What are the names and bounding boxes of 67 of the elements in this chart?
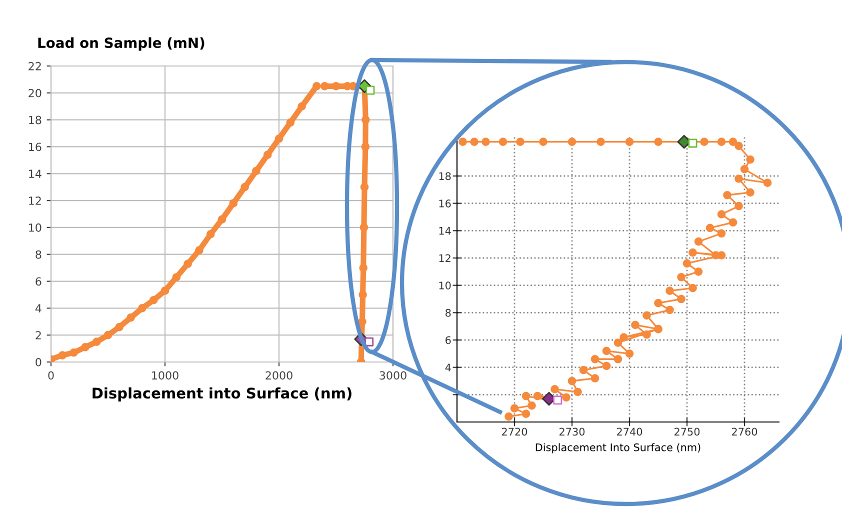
x-tick-label: 2750: [674, 428, 700, 436]
x-axis-title: Displacement Into Surface (nm): [536, 443, 700, 454]
point: [206, 230, 215, 238]
y-tick-label: 2: [36, 331, 41, 340]
point: [240, 182, 249, 192]
point: [298, 102, 306, 111]
y-tick-label: 4: [35, 304, 42, 312]
point: [104, 330, 112, 340]
point: [320, 82, 329, 90]
y-tick-label: 8: [36, 250, 42, 259]
point: [218, 215, 226, 224]
y-axis-title: Load on Sample (mN): [38, 37, 204, 51]
point: [360, 182, 369, 192]
point: [274, 134, 284, 143]
y-tick-label: 4: [445, 364, 451, 372]
x-tick-label: 2760: [732, 428, 758, 436]
point: [149, 296, 158, 304]
point: [359, 264, 368, 272]
y-tick-label: 6: [446, 336, 451, 344]
y-tick-label: 12: [29, 196, 41, 205]
point: [361, 116, 370, 124]
point: [195, 246, 204, 254]
y-tick-label: 18: [29, 116, 42, 124]
y-tick-label: 16: [439, 200, 451, 208]
x-tick-label: 2000: [266, 371, 292, 380]
x-tick-label: 1000: [152, 371, 178, 380]
y-tick-label: 22: [28, 62, 41, 70]
point: [361, 142, 370, 151]
point: [312, 82, 321, 90]
y-tick-label: 16: [29, 142, 42, 152]
point: [553, 396, 562, 405]
point: [115, 322, 124, 332]
y-tick-label: 10: [29, 223, 42, 232]
point: [358, 290, 367, 299]
point: [92, 338, 101, 346]
y-tick-label: 0: [36, 358, 42, 366]
x-tick-label: 2730: [560, 428, 585, 436]
point: [58, 351, 67, 360]
y-tick-label: 20: [28, 88, 42, 98]
y-tick-label: 6: [36, 277, 42, 286]
point: [286, 118, 295, 127]
y-tick-label: 18: [439, 172, 451, 180]
point: [81, 343, 90, 352]
point: [332, 82, 340, 90]
x-axis-title: Displacement into Surface (nm): [92, 387, 352, 402]
y-tick-label: 12: [439, 254, 450, 262]
point: [360, 223, 368, 232]
y-tick-label: 8: [446, 308, 451, 317]
y-tick-label: 14: [439, 227, 451, 235]
x-tick-label: 3000: [380, 371, 406, 380]
point: [688, 138, 698, 148]
point: [138, 304, 146, 312]
point: [160, 286, 170, 295]
x-tick-label: 2740: [617, 428, 642, 436]
point: [126, 313, 135, 322]
point: [263, 150, 272, 159]
point: [252, 166, 260, 176]
point: [229, 199, 238, 208]
x-tick-label: 2720: [502, 428, 528, 436]
point: [70, 348, 78, 357]
point: [184, 260, 192, 268]
y-tick-label: 10: [439, 282, 451, 290]
point: [364, 337, 374, 346]
point: [172, 273, 181, 282]
y-tick-label: 14: [29, 170, 42, 178]
point: [366, 86, 375, 95]
x-tick-label: 0: [48, 371, 54, 380]
